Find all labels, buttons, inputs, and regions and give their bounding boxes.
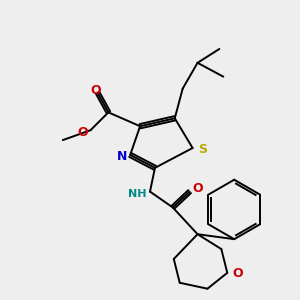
- Text: NH: NH: [128, 189, 146, 199]
- Text: O: O: [232, 267, 243, 280]
- Text: O: O: [193, 182, 203, 195]
- Text: N: N: [117, 150, 127, 164]
- Text: O: O: [77, 126, 88, 139]
- Text: O: O: [90, 84, 101, 97]
- Text: S: S: [199, 142, 208, 155]
